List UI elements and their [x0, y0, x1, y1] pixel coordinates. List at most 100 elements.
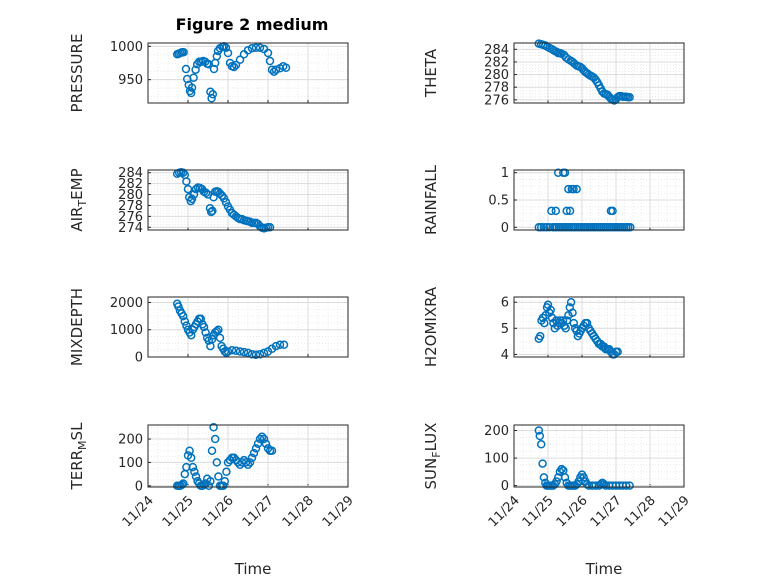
axes-frame: [147, 42, 349, 104]
data-point: [243, 348, 253, 358]
data-point: [255, 350, 265, 359]
x-tick-label: 11/28: [280, 493, 317, 530]
y-axis-label: H2OMIXRA: [422, 286, 440, 367]
data-point: [261, 439, 271, 448]
data-point: [182, 321, 191, 330]
y-tick-label: 2000: [110, 296, 143, 311]
y-tick-label: 100: [118, 456, 143, 471]
x-tick-label: 11/27: [588, 493, 625, 530]
data-point: [186, 330, 196, 340]
y-axis-label: MIXDEPTH: [68, 288, 86, 366]
data-point: [235, 55, 245, 64]
data-point: [572, 184, 581, 194]
data-point: [222, 467, 231, 477]
y-tick-label: 200: [118, 433, 143, 448]
y-tick-label: 280: [118, 188, 143, 203]
x-axis-label: Time: [234, 560, 272, 578]
data-point: [201, 188, 211, 198]
subplot-mixdepth: 0 1000 2000 MIXDEPTH: [68, 288, 349, 366]
x-tick-label: 11/29: [656, 493, 693, 530]
y-axis-label: SUNFLUX: [422, 423, 443, 490]
y-tick-label: 200: [484, 424, 509, 439]
axes-frame: [147, 424, 349, 488]
data-point: [221, 43, 231, 52]
data-point: [251, 350, 261, 360]
data-point: [568, 308, 577, 317]
y-tick-label: 0: [135, 479, 143, 494]
data-point: [536, 223, 546, 232]
y-tick-label: 278: [484, 81, 509, 96]
data-point: [212, 458, 222, 467]
data-point: [579, 473, 588, 482]
data-point: [207, 335, 217, 344]
data-point: [206, 476, 215, 486]
x-tick-label: 11/27: [240, 493, 277, 530]
data-point: [552, 477, 561, 486]
x-tick-label: 11/26: [200, 493, 237, 530]
data-point: [566, 297, 576, 307]
data-point: [190, 467, 199, 477]
data-point: [560, 168, 570, 177]
data-point: [626, 223, 635, 232]
axes-frame: [513, 42, 685, 104]
data-point: [218, 481, 228, 491]
series-markers: [534, 39, 634, 105]
data-point: [539, 223, 549, 232]
data-point: [535, 431, 545, 441]
data-point: [267, 446, 277, 455]
data-point: [536, 440, 546, 449]
data-point: [186, 88, 196, 98]
data-point: [546, 305, 555, 315]
data-point: [181, 64, 191, 74]
axes-frame: [513, 169, 685, 231]
data-point: [182, 177, 191, 186]
y-tick-label: 284: [484, 43, 509, 58]
data-point: [174, 302, 183, 311]
y-tick-label: 276: [118, 210, 143, 225]
data-point: [221, 197, 231, 207]
data-point: [247, 350, 257, 359]
data-point: [267, 65, 277, 74]
subplot-rainfall: 0 0.5 1 RAINFALL: [422, 164, 685, 236]
data-point: [245, 458, 255, 467]
data-point: [235, 347, 245, 356]
data-point: [538, 459, 547, 468]
series-markers: [172, 167, 275, 233]
data-point: [257, 432, 267, 441]
axes-frame: [147, 169, 349, 231]
y-tick-label: 1: [501, 166, 509, 181]
data-point: [557, 464, 566, 474]
data-point: [208, 90, 218, 99]
data-point: [204, 481, 214, 491]
data-point: [210, 434, 220, 444]
data-point: [231, 346, 241, 355]
y-tick-label: 4: [501, 348, 509, 363]
data-point: [187, 194, 197, 204]
data-point: [621, 481, 631, 490]
data-point: [551, 206, 561, 216]
data-point: [196, 314, 206, 324]
data-point: [542, 223, 551, 232]
figure-title: Figure 2 medium: [176, 15, 329, 34]
data-point: [231, 60, 241, 70]
data-point: [279, 340, 289, 349]
data-point: [179, 48, 188, 57]
data-point: [208, 206, 217, 216]
data-point: [178, 168, 188, 177]
data-point: [271, 65, 281, 74]
data-point: [599, 479, 609, 489]
y-axis-label: AIRTEMP: [68, 168, 89, 231]
y-tick-label: 6: [501, 296, 509, 311]
data-point: [251, 43, 261, 52]
series-markers: [534, 168, 635, 232]
data-point: [591, 481, 600, 490]
x-tick-label: 11/28: [622, 493, 659, 530]
data-point: [558, 316, 568, 325]
data-point: [582, 318, 592, 328]
data-point: [186, 453, 196, 463]
data-point: [209, 423, 218, 432]
x-tick-label: 11/24: [120, 493, 157, 530]
data-point: [255, 434, 265, 444]
